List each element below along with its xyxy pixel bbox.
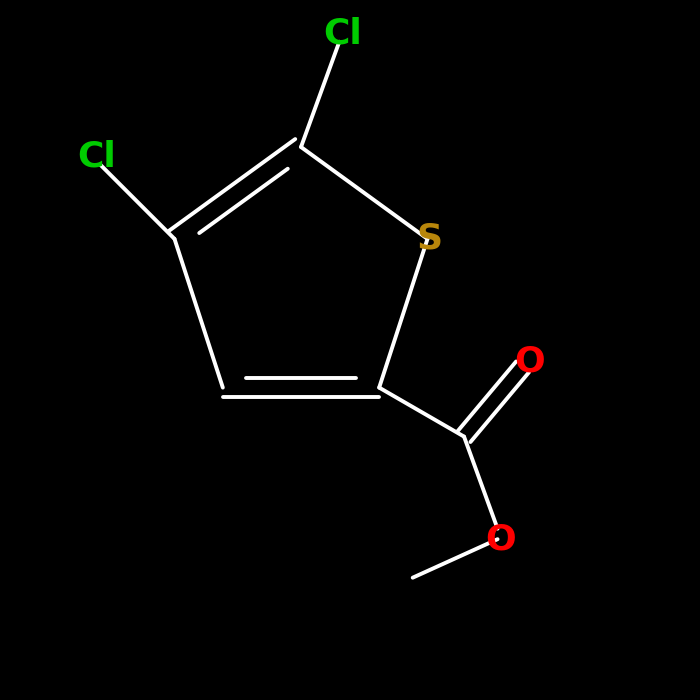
- Text: O: O: [486, 522, 517, 557]
- Text: O: O: [514, 344, 545, 378]
- Text: S: S: [416, 222, 442, 256]
- Text: Cl: Cl: [323, 16, 362, 50]
- Text: Cl: Cl: [78, 139, 116, 174]
